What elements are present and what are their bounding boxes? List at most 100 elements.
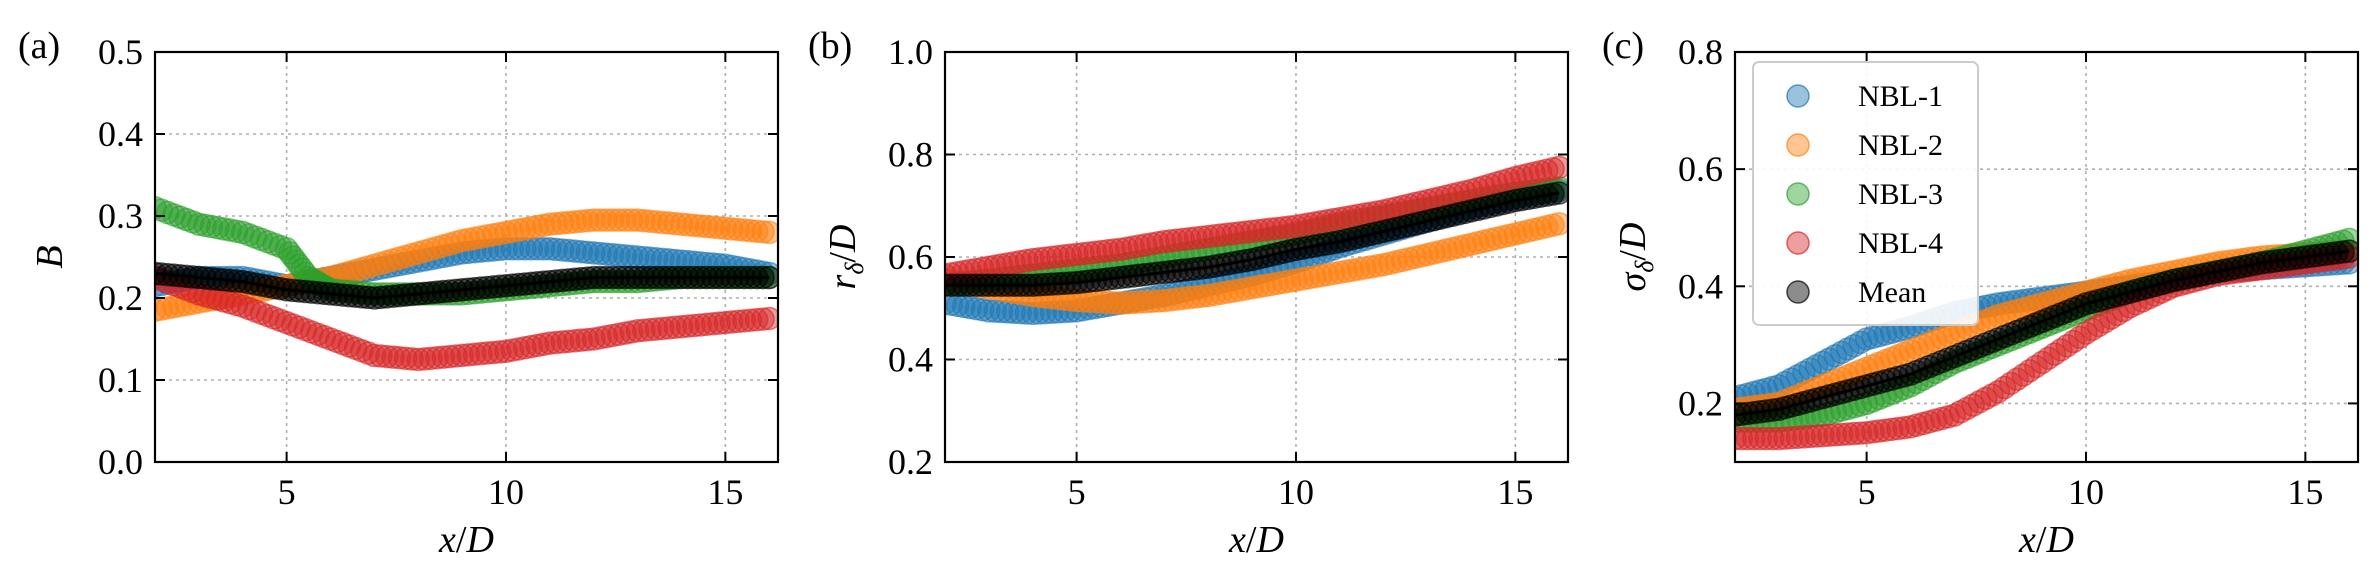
data-point (2074, 321, 2098, 345)
data-marker (563, 239, 587, 263)
legend-marker (1786, 182, 1810, 206)
y-tick-label: 0.8 (888, 135, 933, 175)
x-tick-label: 15 (1497, 472, 1533, 512)
data-marker (707, 311, 731, 335)
data-marker (1829, 340, 1854, 365)
y-axis-label: rδ/D (822, 225, 869, 290)
data-marker (751, 307, 775, 331)
data-marker (619, 208, 644, 232)
data-marker (2061, 329, 2086, 354)
data-marker (707, 252, 731, 277)
data-point (1810, 423, 1835, 448)
data-marker (1252, 218, 1277, 242)
data-point (625, 208, 650, 232)
data-point (1152, 229, 1177, 254)
data-marker (2055, 333, 2079, 358)
y-axis-label: σδ/D (1612, 223, 1659, 292)
data-marker (600, 208, 625, 232)
y-tick-label: 0.8 (1678, 32, 1723, 72)
panel-label: (b) (808, 25, 852, 67)
series-nbl-4 (945, 155, 1568, 287)
data-marker (594, 208, 619, 232)
data-marker (719, 217, 744, 241)
data-marker (381, 345, 405, 369)
data-marker (1234, 220, 1258, 244)
data-marker (588, 241, 612, 266)
data-marker (1980, 383, 2004, 407)
data-marker (2086, 313, 2111, 338)
data-marker (1177, 226, 1202, 251)
data-marker (1779, 425, 1804, 450)
data-marker (1033, 246, 1058, 270)
data-point (538, 212, 562, 236)
data-marker (1955, 396, 1979, 421)
x-tick-label: 5 (278, 472, 296, 512)
data-marker (1140, 289, 1164, 314)
data-marker (1735, 426, 1754, 451)
legend-item-nbl-2: NBL-2 (1786, 129, 1943, 162)
data-marker (1948, 400, 1973, 424)
data-point (1854, 420, 1879, 445)
legend-label: NBL-2 (1858, 129, 1943, 162)
data-marker (701, 215, 725, 239)
data-marker (1002, 300, 1026, 325)
data-point (362, 343, 387, 368)
data-marker (425, 345, 449, 370)
data-point (1547, 155, 1568, 180)
data-marker (1792, 425, 1816, 449)
data-marker (638, 317, 662, 342)
data-point (1986, 379, 2010, 404)
series-mean (945, 181, 1568, 297)
data-marker (688, 313, 713, 337)
x-tick-label: 10 (2068, 472, 2104, 512)
legend-label: NBL-4 (1858, 227, 1943, 260)
legend-label: Mean (1858, 276, 1926, 309)
x-tick-label: 10 (1278, 472, 1314, 512)
x-axis-label: x/D (438, 519, 494, 561)
data-marker (1973, 386, 1998, 411)
panel-c: 5 10 150.20.40.60.8(c)x/Dσδ/DNBL-1NBL-2NBL… (1602, 25, 2360, 561)
data-marker (1804, 424, 1829, 448)
data-marker (1259, 217, 1283, 241)
data-marker (2042, 342, 2067, 366)
data-marker (575, 240, 600, 265)
legend-box (1752, 61, 1979, 326)
y-axis-label: B (29, 245, 71, 268)
data-marker (1961, 393, 1985, 417)
data-marker (1861, 420, 1885, 444)
data-marker (1967, 390, 1992, 414)
data-point (1942, 403, 1967, 427)
data-marker (569, 209, 593, 234)
data-point (1020, 247, 1045, 272)
series-mean (155, 261, 778, 310)
data-marker (412, 347, 437, 371)
data-marker (613, 208, 637, 232)
data-marker (1779, 407, 1804, 432)
data-area (1735, 227, 2358, 451)
data-marker (387, 345, 412, 370)
panel-b: 5 10 15 0.2 0.4 0.6 0.8 1.0 (b) x/D rδ/D (808, 25, 1570, 561)
data-marker (575, 208, 600, 233)
data-marker (1848, 421, 1873, 445)
data-point (713, 310, 738, 335)
data-marker (588, 208, 612, 232)
data-marker (688, 214, 713, 238)
y-tick-label: 0.2 (888, 442, 933, 482)
data-point (1547, 211, 1568, 236)
axes-frame (1733, 50, 2360, 464)
data-point (757, 306, 778, 331)
data-marker (1754, 426, 1779, 451)
data-marker (1246, 218, 1271, 243)
data-marker (469, 239, 493, 263)
data-marker (1221, 221, 1246, 246)
data-marker (375, 344, 399, 369)
data-marker (638, 209, 662, 234)
data-marker (1867, 419, 1891, 443)
data-marker (1829, 422, 1854, 447)
data-marker (644, 210, 669, 234)
data-marker (1785, 425, 1810, 450)
y-tick-label: 0.6 (888, 237, 933, 277)
data-marker (1052, 244, 1076, 268)
x-tick-label: 10 (488, 472, 524, 512)
data-marker (419, 346, 443, 371)
